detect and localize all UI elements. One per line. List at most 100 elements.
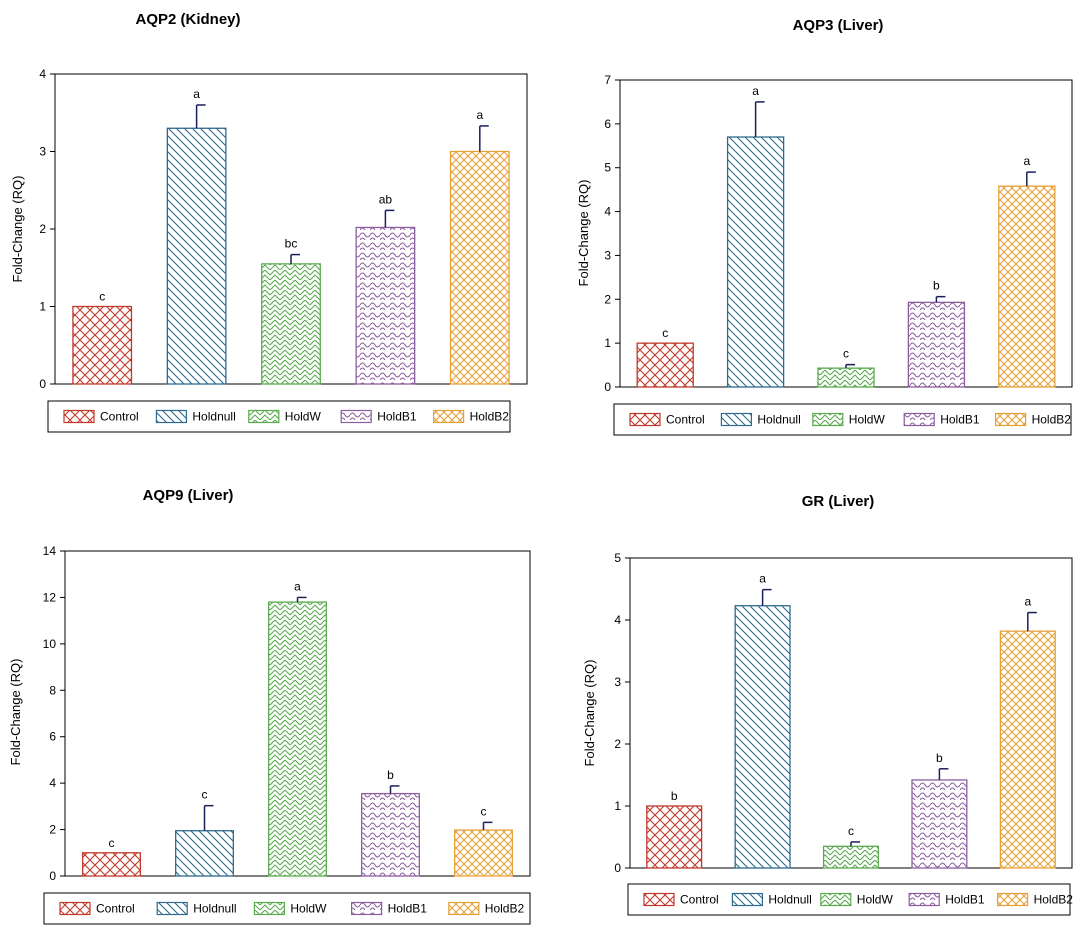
significance-letter: a [1023, 154, 1030, 168]
y-tick-label: 1 [604, 336, 611, 350]
legend-swatch-holdb2 [433, 409, 465, 424]
bar-control [82, 852, 141, 877]
legend-label: HoldW [285, 410, 322, 424]
significance-letter: c [202, 788, 208, 802]
chart-panel-3: AQP9 (Liver) Fold-Change (RQ) 0 2 4 6 8 10 12 14 c… [8, 487, 531, 925]
bar-holdnull [175, 830, 234, 877]
bar-holdb1 [907, 301, 966, 388]
legend-swatch-holdb1 [351, 901, 383, 916]
y-tick-label: 5 [614, 551, 621, 565]
bar-holdnull [734, 605, 791, 869]
significance-letter: bc [285, 237, 298, 251]
y-tick-label: 2 [604, 292, 611, 306]
legend-label: HoldB2 [1032, 413, 1072, 427]
legend-swatch-holdb2 [994, 412, 1027, 427]
legend-swatch-holdnull [720, 412, 753, 427]
y-axis-label: Fold-Change (RQ) [10, 176, 25, 283]
legend-label: HoldB1 [940, 413, 980, 427]
significance-letter: c [843, 347, 849, 361]
chart-title: GR (Liver) [802, 493, 875, 510]
bar-holdw [268, 601, 327, 877]
y-tick-label: 10 [43, 637, 57, 651]
y-tick-label: 4 [39, 67, 46, 81]
y-axis-label: Fold-Change (RQ) [582, 660, 597, 767]
legend-swatch-control [63, 409, 95, 424]
bar-holdb2 [998, 185, 1056, 388]
y-tick-label: 12 [43, 590, 57, 604]
significance-letter: c [662, 326, 668, 340]
significance-letter: c [99, 290, 105, 304]
legend-swatch-holdb2 [996, 892, 1029, 907]
y-axis-label: Fold-Change (RQ) [8, 659, 23, 766]
y-tick-label: 0 [39, 377, 46, 391]
chart-panel-1: AQP2 (Kidney) Fold-Change (RQ) 0 1 2 3 4 c a bc ab… [10, 11, 528, 433]
significance-letter: a [1024, 595, 1031, 609]
legend-swatch-holdw [248, 409, 280, 424]
bar-control [646, 805, 703, 869]
legend-swatch-holdnull [731, 892, 764, 907]
legend-swatch-holdb1 [903, 412, 935, 427]
legend-swatch-holdw [812, 412, 844, 427]
significance-letter: a [476, 108, 483, 122]
legend-swatch-holdnull [156, 901, 188, 916]
legend-label: Control [666, 413, 705, 427]
significance-letter: c [481, 804, 487, 818]
y-tick-label: 3 [604, 248, 611, 262]
significance-letter: c [109, 836, 115, 850]
legend-swatch-holdnull [155, 409, 187, 424]
bar-holdnull [166, 127, 227, 385]
y-tick-label: 3 [39, 145, 46, 159]
chart-title: AQP3 (Liver) [793, 17, 884, 34]
y-tick-label: 8 [49, 683, 56, 697]
legend-label: HoldW [849, 413, 886, 427]
bar-holdw [822, 845, 880, 869]
significance-letter: ab [379, 192, 393, 206]
legend-label: Holdnull [757, 413, 800, 427]
y-tick-label: 0 [49, 869, 56, 883]
y-tick-label: 1 [39, 300, 46, 314]
y-tick-label: 5 [604, 161, 611, 175]
legend-label: HoldW [290, 902, 327, 916]
significance-letter: a [752, 84, 759, 98]
legend-label: HoldB1 [945, 893, 985, 907]
y-tick-label: 4 [604, 205, 611, 219]
significance-letter: a [759, 572, 766, 586]
significance-letter: a [294, 579, 301, 593]
legend-label: HoldB1 [388, 902, 428, 916]
y-tick-label: 2 [39, 222, 46, 236]
legend-swatch-holdw [253, 901, 285, 916]
legend-label: Holdnull [768, 893, 811, 907]
y-tick-label: 6 [49, 730, 56, 744]
legend-swatch-holdb1 [908, 892, 940, 907]
bar-holdb1 [355, 226, 416, 385]
bar-control [72, 305, 133, 385]
significance-letter: c [848, 824, 854, 838]
significance-letter: b [671, 789, 678, 803]
legend-swatch-control [59, 901, 91, 916]
legend-swatch-holdb2 [448, 901, 480, 916]
significance-letter: b [933, 279, 940, 293]
legend-label: Holdnull [193, 902, 236, 916]
y-tick-label: 14 [43, 544, 57, 558]
significance-letter: b [387, 768, 394, 782]
bar-holdb2 [449, 150, 510, 385]
bar-holdw [817, 367, 875, 388]
legend-label: HoldB2 [485, 902, 525, 916]
legend-label: Control [680, 893, 719, 907]
y-tick-label: 2 [49, 823, 56, 837]
y-tick-label: 1 [614, 799, 621, 813]
chart-title: AQP2 (Kidney) [135, 11, 240, 28]
legend-label: HoldW [857, 893, 894, 907]
bar-holdb1 [911, 779, 968, 869]
y-axis-label: Fold-Change (RQ) [576, 180, 591, 287]
legend-swatch-holdw [820, 892, 852, 907]
bar-holdb2 [454, 829, 513, 877]
legend-swatch-holdb1 [340, 409, 372, 424]
bar-holdb2 [999, 630, 1056, 869]
y-tick-label: 6 [604, 117, 611, 131]
y-tick-label: 0 [614, 861, 621, 875]
y-tick-label: 7 [604, 73, 611, 87]
legend-label: HoldB2 [470, 410, 510, 424]
y-tick-label: 3 [614, 675, 621, 689]
legend-label: Holdnull [192, 410, 235, 424]
